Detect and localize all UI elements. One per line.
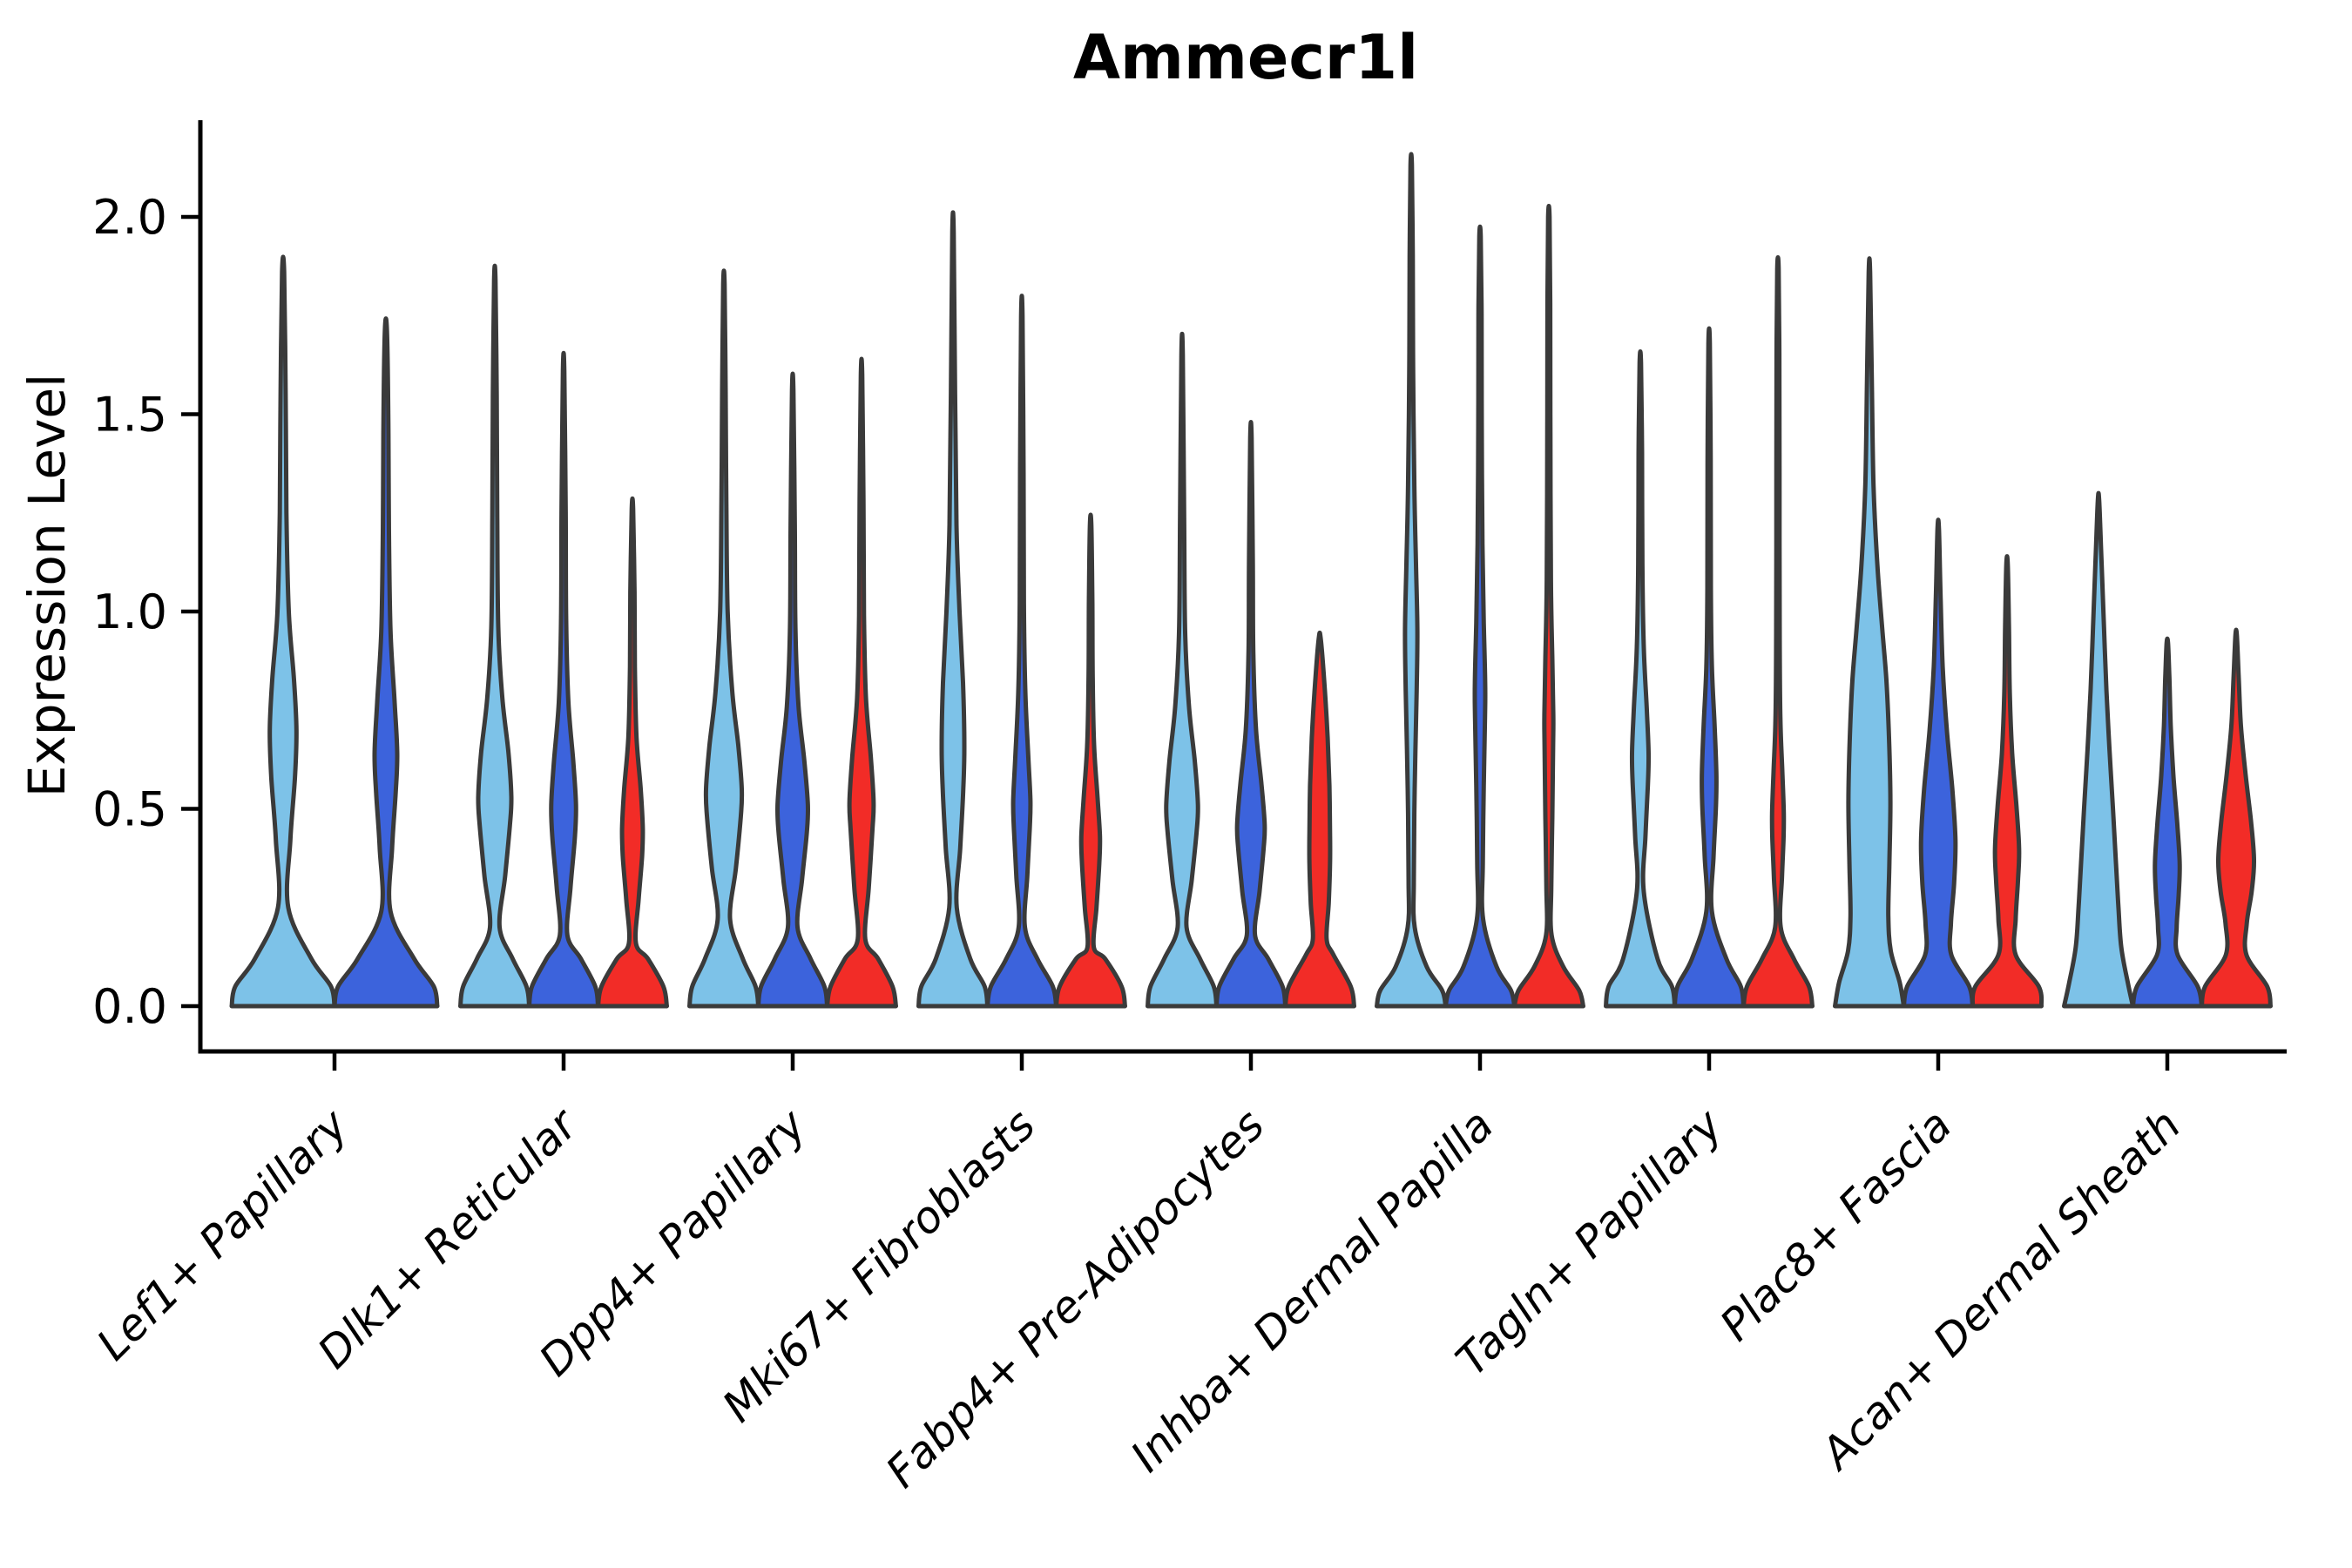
x-tick-label-plac8-fascia: Plac8+ Fascia: [1711, 1099, 1962, 1350]
y-tick-label: 0.0: [92, 979, 167, 1034]
violin-tagln-papillary-red: [1741, 254, 1815, 1009]
violins-layer: [229, 152, 2273, 1009]
axes-layer: [198, 120, 2287, 1054]
violin-dlk1-reticular-dark_blue: [527, 350, 600, 1009]
violin-plac8-fascia-light_blue: [1833, 256, 1906, 1009]
y-tick-label: 2.0: [92, 190, 167, 245]
violin-mki67-fibroblasts-red: [1054, 512, 1127, 1009]
violin-fabp4-pre-adipocytes-light_blue: [1146, 332, 1219, 1009]
y-tick-label: 0.5: [92, 782, 167, 837]
violin-tagln-papillary-light_blue: [1604, 349, 1677, 1009]
violin-lef1-papillary-dark_blue: [332, 316, 440, 1009]
violin-plac8-fascia-dark_blue: [1902, 517, 1975, 1009]
violin-mki67-fibroblasts-dark_blue: [985, 294, 1058, 1009]
y-tick-label: 1.0: [92, 585, 167, 639]
violin-fabp4-pre-adipocytes-red: [1283, 630, 1356, 1009]
x-tick-label-fabp4-pre-adipocytes: Fabp4+ Pre-Adipocytes: [876, 1099, 1274, 1497]
violin-acan-dermal-sheath-light_blue: [2062, 490, 2135, 1009]
violin-inhba-dermal-papilla-light_blue: [1375, 152, 1448, 1009]
x-tick-label-acan-dermal-sheath: Acan+ Dermal Sheath: [1810, 1099, 2191, 1480]
x-tick-label-inhba-dermal-papilla: Inhba+ Dermal Papilla: [1121, 1099, 1503, 1481]
violin-lef1-papillary-light_blue: [229, 254, 337, 1009]
violin-acan-dermal-sheath-dark_blue: [2131, 636, 2204, 1009]
violin-inhba-dermal-papilla-dark_blue: [1443, 224, 1517, 1009]
violin-acan-dermal-sheath-red: [2200, 627, 2273, 1009]
y-tick-label: 1.5: [92, 388, 167, 443]
violin-dpp4-papillary-light_blue: [687, 268, 760, 1009]
violin-inhba-dermal-papilla-red: [1512, 204, 1585, 1009]
violin-dlk1-reticular-red: [596, 496, 669, 1009]
y-ticks: 0.0 0.5 1.0 1.5 2.0: [92, 190, 200, 1034]
x-tick-label-lef1-papillary: Lef1+ Papillary: [87, 1098, 358, 1369]
violin-tagln-papillary-dark_blue: [1673, 326, 1746, 1009]
violin-dpp4-papillary-red: [825, 356, 898, 1009]
violin-mki67-fibroblasts-light_blue: [916, 210, 990, 1009]
violin-fabp4-pre-adipocytes-dark_blue: [1214, 420, 1288, 1009]
violin-dlk1-reticular-light_blue: [458, 263, 531, 1009]
y-axis-label: Expression Level: [17, 374, 77, 797]
violin-plac8-fascia-red: [1970, 554, 2044, 1009]
violin-dpp4-papillary-dark_blue: [756, 371, 829, 1009]
chart-title: Ammecr1l: [1073, 22, 1418, 93]
